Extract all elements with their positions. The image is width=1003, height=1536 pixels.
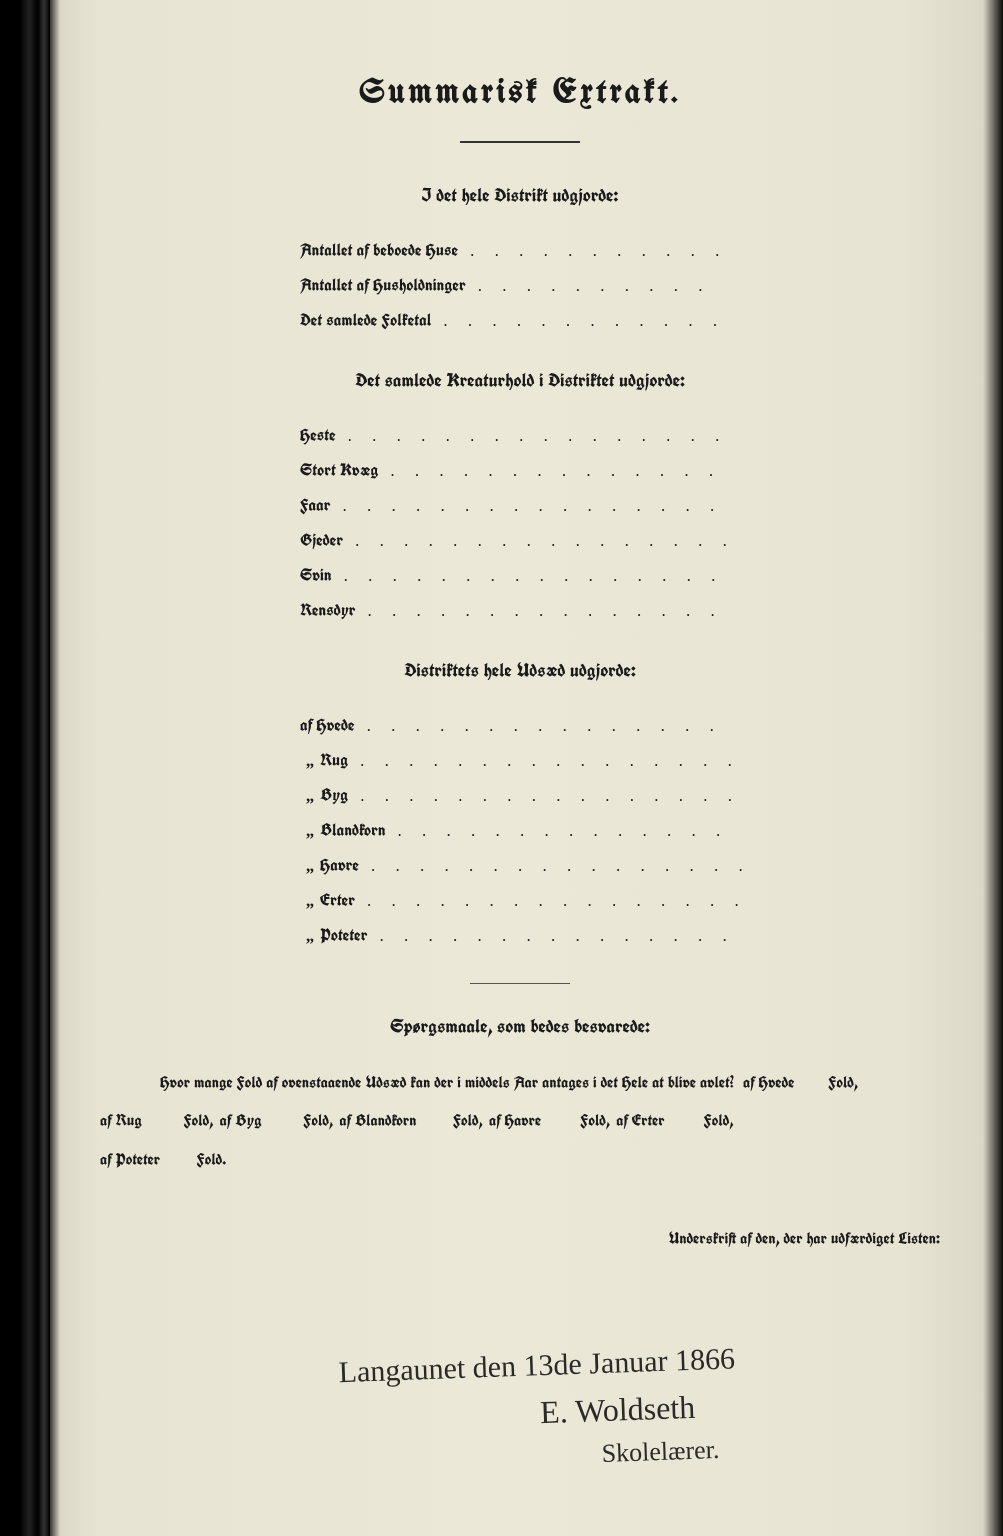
label: Heste — [300, 418, 336, 452]
row-peas: „ Erter . . . . . . . . . . . . . . . . — [300, 883, 780, 918]
crop-barley: af Byg — [220, 1111, 262, 1131]
label: Svin — [300, 558, 332, 592]
label: af Hvede — [300, 708, 355, 742]
row-households: Antallet af Husholdninger . . . . . . . … — [300, 268, 780, 303]
row-reindeer: Rensdyr . . . . . . . . . . . . . . . — [300, 593, 780, 628]
section4-heading: Spørgsmaale, som bedes besvarede: — [60, 1014, 980, 1039]
leader-dots: . . . . . . . . . . . . . . . . — [332, 559, 780, 593]
signature-label: Underskrift af den, der har udfærdiget L… — [60, 1229, 940, 1249]
leader-dots: . . . . . . . . . . . . . . . — [367, 919, 780, 953]
leader-dots: . . . . . . . . . . . — [458, 234, 780, 268]
handwritten-signature: Langaunet den 13de Januar 1866 E. Woldse… — [338, 1328, 982, 1482]
fold-line-2: af Rug Fold, af Byg Fold, af Blandkorn F… — [100, 1102, 940, 1140]
book-edge — [0, 0, 20, 1536]
row-cattle: Stort Kvæg . . . . . . . . . . . . . . — [300, 453, 780, 488]
section2-block: Heste . . . . . . . . . . . . . . . . St… — [300, 418, 780, 628]
ditto-mark: „ — [300, 779, 320, 813]
section3-block: af Hvede . . . . . . . . . . . . . . . „… — [300, 708, 780, 953]
section2-heading: Det samlede Kreaturhold i Distriktet udg… — [60, 368, 980, 393]
crop-wheat: af Hvede — [743, 1073, 794, 1093]
question-lead: Hvor mange Fold af ovenstaaende Udsæd ka… — [100, 1064, 940, 1102]
fold: Fold, — [580, 1111, 610, 1131]
leader-dots: . . . . . . . . . . . . . . — [378, 454, 780, 488]
fold: Fold, — [184, 1111, 214, 1131]
leader-dots: . . . . . . . . . . . . . . . — [355, 709, 780, 743]
leader-dots: . . . . . . . . . . — [466, 269, 780, 303]
row-rye: „ Rug . . . . . . . . . . . . . . . . — [300, 743, 780, 778]
row-wheat: af Hvede . . . . . . . . . . . . . . . — [300, 708, 780, 743]
label: Rensdyr — [300, 593, 356, 627]
row-population: Det samlede Folketal . . . . . . . . . .… — [300, 303, 780, 338]
label: Faar — [300, 488, 331, 522]
fold: Fold, — [828, 1073, 858, 1093]
crop-rye: af Rug — [100, 1111, 142, 1131]
row-pigs: Svin . . . . . . . . . . . . . . . . — [300, 558, 780, 593]
lead-text: Hvor mange Fold af ovenstaaende Udsæd ka… — [160, 1073, 734, 1093]
label: Havre — [320, 848, 359, 882]
book-spine — [20, 0, 50, 1536]
fold: Fold, — [303, 1111, 333, 1131]
row-mixed-grain: „ Blandkorn . . . . . . . . . . . . . . — [300, 813, 780, 848]
label: Antallet af beboede Huse — [300, 233, 458, 267]
label: Poteter — [320, 918, 367, 952]
section1-heading: I det hele Distrikt udgjorde: — [60, 183, 980, 208]
leader-dots: . . . . . . . . . . . . . . . . — [355, 884, 780, 918]
leader-dots: . . . . . . . . . . . . . . . . — [348, 779, 780, 813]
leader-dots: . . . . . . . . . . . . — [431, 304, 780, 338]
label: Blandkorn — [320, 813, 386, 847]
label: Det samlede Folketal — [300, 303, 431, 337]
label: Gjeder — [300, 523, 343, 557]
document-page: Summarisk Extrakt. I det hele Distrikt u… — [60, 20, 980, 1500]
section3-heading: Distriktets hele Udsæd udgjorde: — [60, 658, 980, 683]
fold-end: Fold. — [197, 1150, 227, 1170]
mid-rule — [470, 983, 570, 984]
label: Rug — [320, 743, 348, 777]
ditto-mark: „ — [300, 849, 320, 883]
ditto-mark: „ — [300, 744, 320, 778]
label: Antallet af Husholdninger — [300, 268, 466, 302]
leader-dots: . . . . . . . . . . . . . . . . — [331, 489, 780, 523]
row-goats: Gjeder . . . . . . . . . . . . . . . . — [300, 523, 780, 558]
row-potatoes: „ Poteter . . . . . . . . . . . . . . . — [300, 918, 780, 953]
row-oats: „ Havre . . . . . . . . . . . . . . . . — [300, 848, 780, 883]
row-barley: „ Byg . . . . . . . . . . . . . . . . — [300, 778, 780, 813]
row-horses: Heste . . . . . . . . . . . . . . . . — [300, 418, 780, 453]
label: Stort Kvæg — [300, 453, 378, 487]
ditto-mark: „ — [300, 884, 320, 918]
row-sheep: Faar . . . . . . . . . . . . . . . . — [300, 488, 780, 523]
page-title: Summarisk Extrakt. — [60, 75, 980, 111]
ditto-mark: „ — [300, 814, 320, 848]
crop-peas: af Erter — [616, 1111, 664, 1131]
leader-dots: . . . . . . . . . . . . . . . . — [343, 524, 780, 558]
fold: Fold, — [704, 1111, 734, 1131]
leader-dots: . . . . . . . . . . . . . . . . — [359, 849, 780, 883]
crop-oats: af Havre — [489, 1111, 541, 1131]
fold: Fold, — [453, 1111, 483, 1131]
questions-block: Hvor mange Fold af ovenstaaende Udsæd ka… — [100, 1064, 940, 1179]
ditto-mark: „ — [300, 919, 320, 953]
crop-mixed: af Blandkorn — [339, 1111, 416, 1131]
leader-dots: . . . . . . . . . . . . . . — [386, 814, 780, 848]
label: Erter — [320, 883, 355, 917]
row-houses: Antallet af beboede Huse . . . . . . . .… — [300, 233, 780, 268]
leader-dots: . . . . . . . . . . . . . . . — [356, 594, 780, 628]
leader-dots: . . . . . . . . . . . . . . . . — [348, 744, 780, 778]
section1-block: Antallet af beboede Huse . . . . . . . .… — [300, 233, 780, 338]
label: Byg — [320, 778, 348, 812]
fold-line-3: af Poteter Fold. — [100, 1141, 940, 1179]
title-rule — [460, 141, 580, 143]
crop-potatoes: af Poteter — [100, 1150, 160, 1170]
leader-dots: . . . . . . . . . . . . . . . . — [336, 419, 780, 453]
